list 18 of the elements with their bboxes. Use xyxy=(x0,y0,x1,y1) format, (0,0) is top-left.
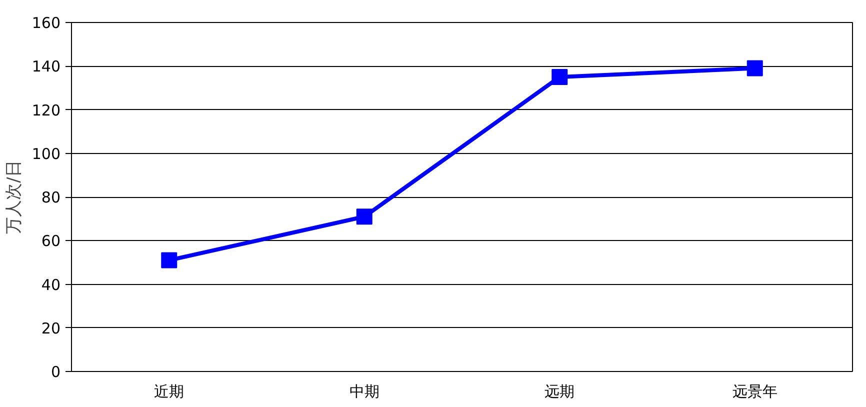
point xyxy=(552,69,568,86)
x-tick-label: 远景年 xyxy=(732,382,778,400)
y-tick-label: 140 xyxy=(32,58,61,76)
x-tick-label: 远期 xyxy=(544,382,575,400)
x-tick-label: 近期 xyxy=(154,382,184,400)
y-axis-title: 万人次/日 xyxy=(4,160,24,234)
point xyxy=(746,60,763,76)
point xyxy=(161,252,178,268)
y-tick-label: 60 xyxy=(41,232,61,250)
y-tick-label: 20 xyxy=(41,319,61,338)
y-tick-label: 40 xyxy=(41,276,61,294)
x-tick-label: 中期 xyxy=(349,382,380,400)
y-tick-label: 100 xyxy=(32,144,61,163)
y-tick-label: 80 xyxy=(41,188,61,206)
y-tick-label: 0 xyxy=(50,363,61,381)
point xyxy=(356,208,372,225)
y-tick-label: 120 xyxy=(32,101,61,120)
y-tick-label: 160 xyxy=(32,14,61,32)
